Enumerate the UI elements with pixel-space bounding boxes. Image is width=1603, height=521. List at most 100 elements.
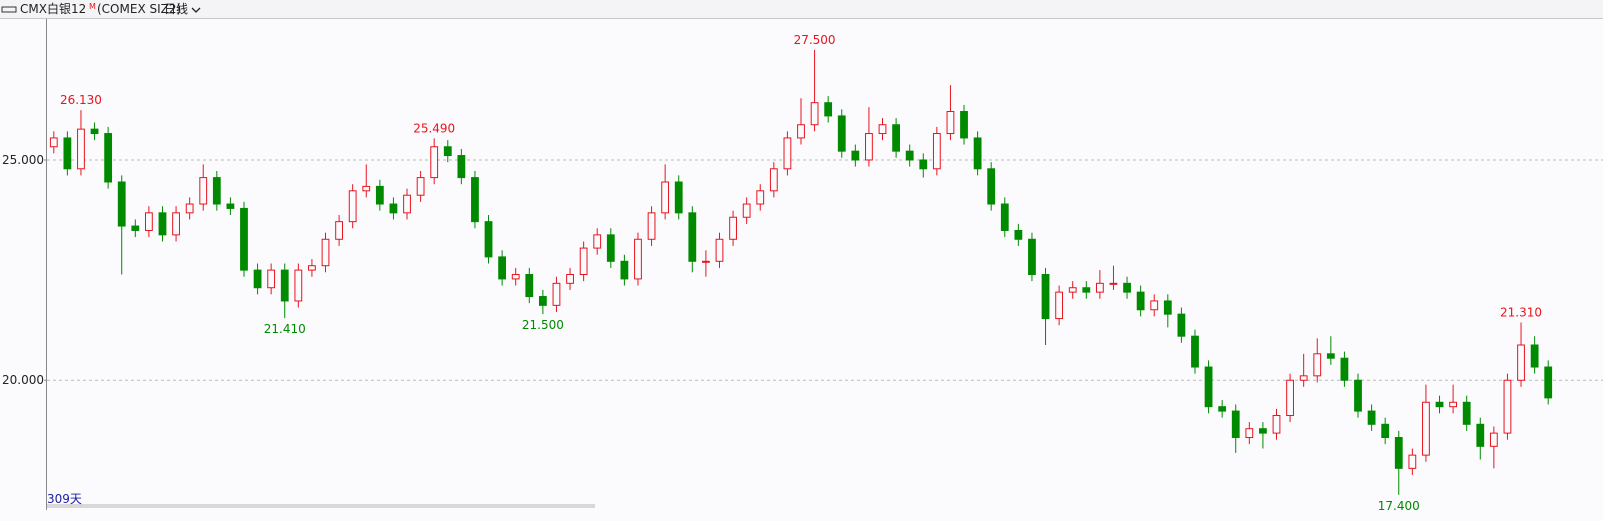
- candle-body: [1163, 300, 1172, 315]
- candle-body: [606, 234, 615, 262]
- candle-body: [77, 128, 85, 170]
- candle-body: [1028, 238, 1036, 276]
- candle-body: [552, 282, 561, 306]
- candle-body: [1340, 357, 1349, 381]
- candle-body: [1177, 313, 1186, 337]
- period-dropdown[interactable]: [191, 7, 201, 13]
- candle-body: [308, 265, 316, 271]
- candle-body: [172, 212, 180, 236]
- footer-days: 309天: [47, 492, 82, 506]
- candle-body: [389, 203, 398, 214]
- candle-body: [90, 128, 99, 135]
- candle-body: [117, 181, 126, 227]
- scrollbar[interactable]: [47, 504, 595, 508]
- candle-body: [1326, 353, 1335, 359]
- candle-body: [525, 274, 534, 298]
- candle-body: [647, 212, 656, 240]
- candle-body: [987, 168, 996, 205]
- candle-body: [294, 269, 303, 302]
- candle-body: [348, 190, 357, 223]
- candle-body: [185, 203, 194, 214]
- candle-body: [1367, 410, 1376, 425]
- candle-body: [674, 181, 683, 214]
- y-tick-label: 20.000: [2, 373, 44, 387]
- candle-body: [104, 133, 113, 183]
- candle-body: [756, 190, 765, 205]
- candle-body: [892, 124, 900, 152]
- extreme-label: 27.500: [794, 33, 836, 47]
- candle-body: [1489, 432, 1498, 447]
- candle-body: [960, 111, 968, 139]
- candle-body: [1109, 282, 1118, 285]
- candle-body: [267, 269, 276, 289]
- candle-body: [457, 155, 466, 179]
- candle-body: [1068, 287, 1077, 293]
- candle-body: [593, 234, 602, 249]
- period[interactable]: 日线: [164, 2, 188, 16]
- candle-body: [1082, 287, 1091, 293]
- candle-body: [1503, 379, 1512, 434]
- extreme-label: 21.310: [1500, 306, 1542, 320]
- candle-body: [498, 256, 507, 280]
- candle-body: [1476, 423, 1485, 447]
- candle-body: [1299, 375, 1308, 381]
- candle-body: [1354, 379, 1362, 412]
- candle-body: [1041, 274, 1050, 320]
- candle-body: [1218, 406, 1227, 412]
- link-icon[interactable]: [1, 6, 17, 13]
- candle-body: [1259, 428, 1267, 434]
- extreme-label: 17.400: [1378, 499, 1420, 513]
- candle-body: [335, 221, 343, 240]
- candle-body: [905, 150, 914, 161]
- candle-body: [375, 185, 384, 205]
- y-tick-label: 25.000: [2, 153, 44, 167]
- candle-body: [1000, 203, 1009, 231]
- candle-body: [1313, 353, 1322, 377]
- subtitle: (COMEX SIZ2): [97, 2, 181, 16]
- candle-body: [63, 137, 72, 170]
- candle-body: [919, 159, 928, 170]
- candle-body: [144, 212, 153, 231]
- extreme-label: 25.490: [413, 121, 455, 135]
- candle-body: [1394, 437, 1403, 469]
- candle-body: [1272, 414, 1281, 434]
- candle-body: [783, 137, 792, 170]
- candle-body: [946, 111, 955, 135]
- candle-body: [1095, 282, 1104, 293]
- candle-body: [1422, 401, 1430, 456]
- candle-body: [837, 115, 846, 152]
- candle-body: [253, 269, 262, 289]
- candle-body: [158, 212, 167, 236]
- candle-body: [1245, 428, 1254, 439]
- candle-body: [1136, 291, 1145, 311]
- candle-body: [1286, 379, 1294, 416]
- candle-body: [49, 137, 58, 148]
- extreme-label: 21.410: [264, 322, 306, 336]
- candle-body: [1191, 335, 1199, 368]
- candle-body: [226, 203, 235, 209]
- candle-body: [416, 177, 425, 196]
- candle-body: [1408, 454, 1417, 469]
- candle-body: [199, 177, 208, 205]
- extreme-label: 26.130: [60, 93, 102, 107]
- candle-body: [471, 177, 479, 223]
- candle-body: [362, 185, 371, 192]
- candle-body: [321, 238, 330, 267]
- candle-body: [1544, 366, 1553, 399]
- extreme-label: 21.500: [522, 318, 564, 332]
- candle-body: [1231, 410, 1240, 439]
- candle-body: [769, 168, 778, 192]
- candle-body: [973, 137, 982, 170]
- candle-body: [511, 274, 520, 280]
- candle-body: [742, 203, 751, 218]
- candle-body: [1150, 300, 1159, 311]
- candle-body: [661, 181, 670, 214]
- candle-body: [634, 238, 642, 280]
- candle-body: [1204, 366, 1213, 408]
- candle-body: [430, 146, 439, 179]
- candle-body: [579, 247, 588, 276]
- candle-body: [620, 260, 629, 280]
- candle-body: [1449, 401, 1458, 408]
- candle-body: [280, 269, 289, 302]
- candle-body: [851, 150, 860, 161]
